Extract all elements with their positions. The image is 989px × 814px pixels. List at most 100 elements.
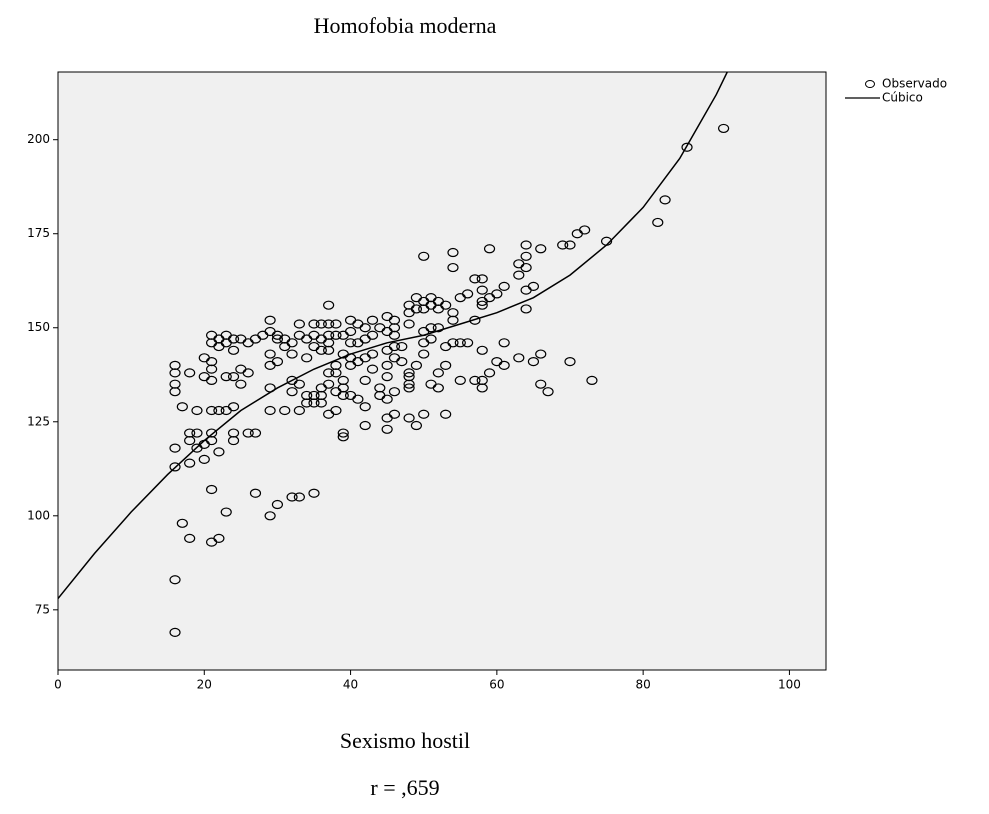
point: [271, 499, 284, 510]
point: [301, 398, 313, 408]
point: [396, 341, 408, 352]
point: [469, 375, 481, 386]
point: [330, 330, 342, 340]
x-tick-label: 100: [778, 678, 801, 692]
point: [330, 368, 342, 378]
x-tick-label: 20: [197, 678, 212, 692]
point: [396, 356, 408, 367]
point: [359, 402, 371, 412]
point: [388, 341, 401, 352]
point: [454, 375, 466, 386]
point: [717, 123, 730, 134]
fit-line: [58, 72, 728, 600]
point: [425, 334, 437, 344]
point: [352, 394, 364, 404]
point: [227, 372, 240, 382]
plot-area: [57, 71, 827, 671]
point: [249, 428, 262, 438]
point: [169, 387, 181, 397]
point: [359, 323, 371, 333]
point: [337, 428, 349, 438]
point: [520, 304, 532, 314]
point: [483, 244, 496, 254]
point: [264, 349, 276, 359]
point: [206, 405, 218, 416]
point: [301, 353, 313, 363]
point: [381, 394, 393, 404]
point: [462, 338, 474, 348]
point: [403, 383, 415, 393]
point: [527, 281, 540, 291]
point: [344, 338, 357, 348]
point: [462, 289, 474, 299]
point: [293, 379, 305, 389]
point: [388, 330, 401, 340]
point: [323, 379, 335, 389]
point: [403, 319, 415, 329]
point: [169, 462, 181, 472]
point: [293, 405, 305, 416]
point: [535, 349, 547, 359]
point: [659, 195, 671, 205]
point: [498, 281, 510, 291]
point: [447, 247, 459, 258]
point: [535, 379, 547, 389]
point: [271, 334, 284, 344]
chart-title: Homofobia moderna: [314, 13, 497, 38]
point: [344, 326, 357, 337]
point: [469, 274, 481, 284]
point: [586, 375, 598, 386]
point: [169, 627, 181, 637]
point: [293, 492, 305, 502]
point: [440, 300, 452, 310]
point: [403, 368, 415, 378]
point: [308, 319, 320, 329]
point: [242, 368, 254, 378]
point: [227, 435, 240, 446]
point: [184, 368, 196, 378]
point: [213, 405, 225, 416]
point: [271, 356, 284, 367]
point: [491, 289, 503, 299]
y-tick-label: 125: [27, 414, 50, 428]
point: [249, 488, 262, 498]
point: [447, 315, 459, 325]
point: [440, 360, 452, 370]
point: [264, 405, 276, 416]
point: [564, 240, 576, 250]
legend-label: Cúbico: [882, 91, 923, 105]
point: [227, 402, 240, 412]
point: [403, 379, 415, 389]
point: [206, 364, 218, 374]
point: [527, 356, 540, 367]
point: [359, 375, 371, 386]
point: [323, 368, 335, 378]
point: [454, 338, 466, 348]
point: [169, 575, 181, 585]
point: [323, 319, 335, 329]
x-tick-label: 60: [489, 678, 504, 692]
point: [681, 142, 693, 152]
point: [513, 353, 525, 363]
point: [652, 217, 664, 228]
point: [206, 435, 218, 446]
point: [308, 488, 320, 498]
y-tick-label: 150: [27, 320, 50, 334]
point: [184, 458, 196, 468]
point: [476, 300, 488, 310]
point: [425, 323, 437, 333]
point: [176, 402, 188, 412]
point: [213, 533, 225, 543]
point: [564, 356, 576, 367]
point: [337, 390, 349, 401]
point: [366, 330, 379, 340]
point: [476, 383, 488, 393]
point: [191, 428, 203, 438]
point: [169, 443, 181, 453]
point: [440, 409, 452, 419]
point: [418, 349, 430, 359]
annotation: r = ,659: [370, 775, 439, 800]
point: [206, 484, 218, 495]
point: [315, 398, 327, 408]
point: [169, 368, 181, 378]
